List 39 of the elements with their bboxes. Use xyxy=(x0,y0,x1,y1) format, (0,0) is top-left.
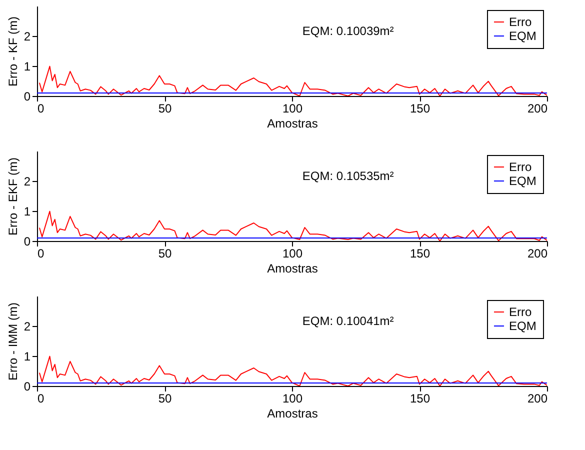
legend-label: EQM xyxy=(509,174,536,188)
x-tick-label: 200 xyxy=(527,392,548,406)
x-tick-label: 0 xyxy=(38,392,44,406)
x-axis-title: Amostras xyxy=(267,406,318,420)
y-tick-label: 1 xyxy=(24,60,31,74)
legend-label: EQM xyxy=(509,29,536,43)
x-tick-label: 100 xyxy=(282,392,303,406)
y-axis-title: Erro - EKF (m) xyxy=(6,158,20,236)
legend-label: Erro xyxy=(509,15,532,29)
x-tick-label: 200 xyxy=(527,246,548,260)
x-tick-label: 0 xyxy=(38,246,44,260)
y-tick-label: 0 xyxy=(24,234,31,248)
x-tick-label: 150 xyxy=(410,102,430,116)
x-tick-label: 50 xyxy=(158,246,172,260)
annotation: EQM: 0.10041m² xyxy=(302,314,394,328)
y-axis-title: Erro - KF (m) xyxy=(6,16,20,86)
legend-label: Erro xyxy=(509,160,532,174)
y-tick-label: 2 xyxy=(24,320,31,334)
y-axis-title: Erro - IMM (m) xyxy=(6,302,20,380)
y-tick-label: 0 xyxy=(24,90,31,104)
y-tick-label: 1 xyxy=(24,204,31,218)
legend-label: EQM xyxy=(509,319,536,333)
annotation: EQM: 0.10535m² xyxy=(302,169,394,184)
x-tick-label: 50 xyxy=(158,392,172,406)
y-tick-label: 2 xyxy=(24,30,31,44)
x-tick-label: 150 xyxy=(410,246,430,260)
x-axis-title: Amostras xyxy=(267,262,318,276)
x-tick-label: 50 xyxy=(158,102,172,116)
y-tick-label: 2 xyxy=(24,174,31,188)
x-tick-label: 100 xyxy=(282,102,303,116)
annotation: EQM: 0.10039m² xyxy=(302,24,394,38)
x-tick-label: 150 xyxy=(410,392,430,406)
x-tick-label: 200 xyxy=(527,102,548,116)
y-tick-label: 1 xyxy=(24,350,31,364)
x-axis-title: Amostras xyxy=(267,116,318,130)
y-tick-label: 0 xyxy=(24,380,31,394)
legend-label: Erro xyxy=(509,305,532,319)
x-tick-label: 100 xyxy=(282,246,303,260)
x-tick-label: 0 xyxy=(38,102,44,116)
